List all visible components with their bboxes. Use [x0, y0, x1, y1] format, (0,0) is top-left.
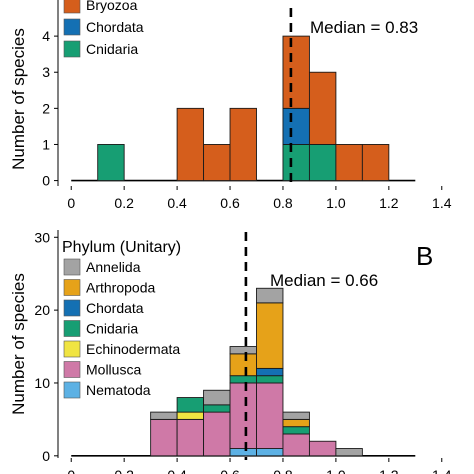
x-tick-label: 1.0: [326, 467, 346, 474]
bar-segment-bryozoa: [335, 144, 363, 182]
median-label: Median = 0.66: [270, 271, 378, 290]
y-tick-label: 10: [34, 375, 50, 391]
bar-segment-mollusca: [229, 382, 257, 449]
legend-label-cnidaria: Cnidaria: [86, 321, 138, 337]
bar-segment-bryozoa: [176, 107, 205, 182]
legend-swatch-annelida: [63, 258, 81, 276]
x-tick-label: 0: [67, 467, 75, 474]
bar-segment-annelida: [229, 346, 257, 355]
legend-swatch-arthropoda: [63, 279, 81, 296]
bar-segment-cnidaria: [203, 404, 231, 413]
bar-segment-chordata: [256, 367, 284, 377]
panel-top: 0 1 2 3 4 0 0.2 0.4 0.6 0.8 1.0 1.2 1.4 Number of spe…: [9, 0, 452, 211]
legend-swatch-cnidaria: [63, 40, 81, 58]
bar-segment-bryozoa: [229, 107, 257, 182]
legend-swatch-cnidaria: [63, 320, 81, 337]
bar-segment-echinodermata: [176, 411, 205, 420]
legend-label-echinodermata: Echinodermata: [86, 341, 180, 357]
bar-segment-annelida: [150, 411, 178, 420]
legend-swatch-nematoda: [63, 381, 81, 399]
x-tick-label: 0.8: [273, 467, 293, 474]
bar-segment-arthropoda: [282, 418, 310, 428]
legend-swatch-mollusca: [63, 361, 81, 378]
x-tick-label: 1.4: [432, 195, 452, 211]
legend-label-annelida: Annelida: [86, 259, 141, 275]
legend-label-mollusca: Mollusca: [86, 362, 141, 378]
bar-segment-nematoda: [229, 448, 257, 457]
bar-segment-mollusca: [176, 418, 205, 457]
x-tick-label: 1.2: [379, 467, 399, 474]
legend-swatch-chordata: [63, 18, 81, 36]
panel-letter: B: [416, 241, 433, 271]
legend-swatch-chordata: [63, 299, 81, 317]
legend-label-nematoda: Nematoda: [86, 382, 151, 398]
bar-segment-bryozoa: [308, 71, 337, 145]
bar-segment-cnidaria: [282, 144, 310, 182]
bar-segment-chordata: [282, 107, 310, 145]
median-label: Median = 0.83: [310, 18, 418, 37]
bar-segment-cnidaria: [229, 375, 257, 384]
y-tick-label: 2: [42, 100, 50, 116]
bar-segment-cnidaria: [282, 426, 310, 435]
y-tick-label: 4: [42, 28, 50, 44]
x-tick-label: 0.6: [220, 195, 240, 211]
bar-segment-annelida: [335, 448, 363, 457]
bar-segment-nematoda: [256, 448, 284, 457]
x-tick-label: 0.6: [220, 467, 240, 474]
legend-label-arthropoda: Arthropoda: [86, 280, 155, 296]
y-tick-label: 0: [42, 173, 50, 189]
y-tick-label: 0: [42, 448, 50, 464]
y-tick-label: 1: [42, 136, 50, 152]
legend-swatch-echinodermata: [63, 340, 81, 358]
y-axis-title: Number of species: [9, 28, 28, 170]
x-tick-label: 0.2: [114, 467, 134, 474]
bar-segment-annelida: [203, 389, 231, 406]
legend-swatch-bryozoa: [63, 0, 81, 14]
x-tick-label: 0.4: [167, 467, 187, 474]
legend-title: Phylum (Unitary): [62, 239, 181, 256]
bar-segment-cnidaria: [97, 144, 125, 182]
x-tick-label: 0.8: [273, 195, 293, 211]
bar-segment-bryozoa: [203, 144, 231, 182]
bar-segment-bryozoa: [361, 144, 390, 182]
bar-segment-mollusca: [282, 433, 310, 457]
bar-segment-arthropoda: [256, 302, 284, 369]
legend-label-cnidaria: Cnidaria: [86, 41, 138, 57]
bar-segment-annelida: [282, 411, 310, 420]
y-tick-label: 3: [42, 64, 50, 80]
bar-segment-mollusca: [256, 382, 284, 449]
legend-label-bryozoa: Bryozoa: [86, 0, 138, 13]
x-tick-label: 1.2: [379, 195, 399, 211]
x-tick-label: 0.2: [114, 195, 134, 211]
bar-segment-cnidaria: [308, 144, 337, 182]
x-tick-label: 0: [67, 195, 75, 211]
panel-b: 0 10 20 30 0 0.2 0.4 0.6 0.8 1.0 1.2 1.4 Number of s…: [9, 229, 452, 474]
x-tick-label: 1.4: [432, 467, 452, 474]
x-tick-label: 1.0: [326, 195, 346, 211]
bar-segment-cnidaria: [256, 375, 284, 384]
bar-segment-mollusca: [150, 418, 178, 457]
bar-segment-mollusca: [203, 411, 231, 457]
legend-label-chordata: Chordata: [86, 300, 144, 316]
bar-segment-annelida: [256, 287, 284, 304]
bar-segment-arthropoda: [229, 353, 257, 377]
bar-segment-bryozoa: [282, 35, 310, 109]
x-tick-label: 0.4: [167, 195, 187, 211]
y-tick-label: 20: [34, 302, 50, 318]
y-tick-label: 30: [34, 229, 50, 245]
bar-segment-cnidaria: [176, 397, 205, 413]
legend-label-chordata: Chordata: [86, 19, 144, 35]
y-axis-title: Number of species: [9, 273, 28, 415]
bar-segment-mollusca: [308, 440, 337, 457]
